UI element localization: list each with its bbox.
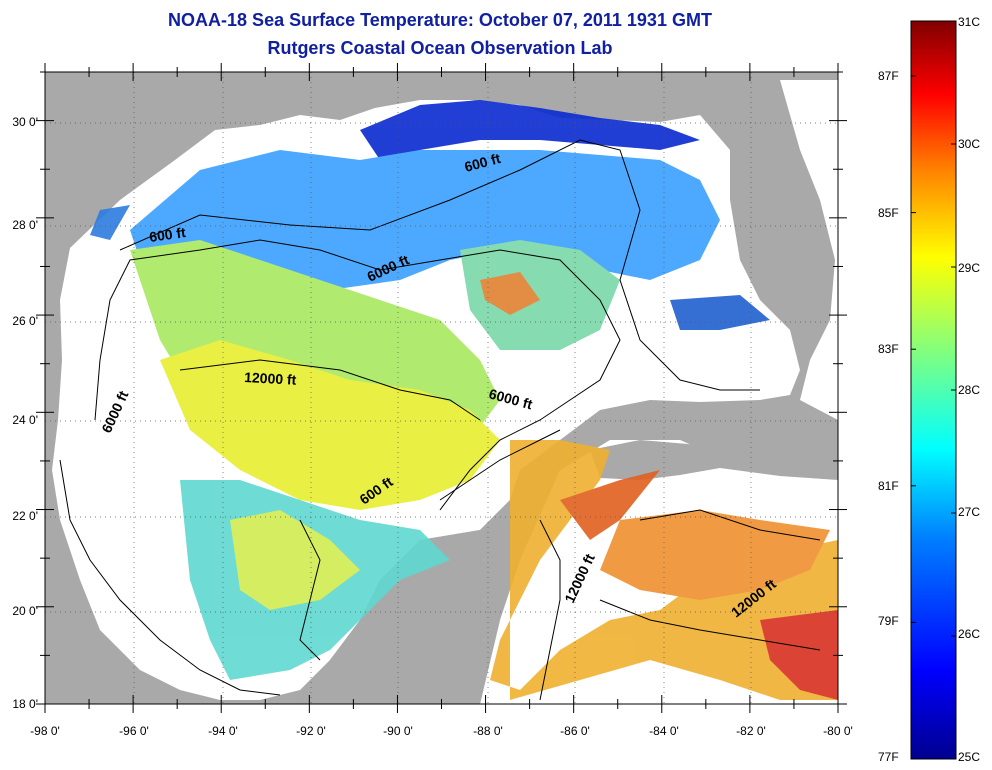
lon-label: -80 0' xyxy=(823,724,853,738)
lat-label: 24 0' xyxy=(12,413,38,427)
lat-label: 18 0' xyxy=(12,697,38,711)
colorbar-c-label: 30C xyxy=(958,137,981,151)
colorbar-f-label: 85F xyxy=(878,206,899,220)
colorbar-c-label: 31C xyxy=(958,15,981,29)
colorbar-f-label: 79F xyxy=(878,614,899,628)
yucatan xyxy=(300,470,540,704)
colorbar-c-label: 26C xyxy=(958,627,981,641)
colorbar-f-label: 81F xyxy=(878,479,899,493)
colorbar-f-label: 83F xyxy=(878,342,899,356)
lon-label: -84 0' xyxy=(649,724,679,738)
lat-label: 30 0' xyxy=(12,115,38,129)
map-title: NOAA-18 Sea Surface Temperature: October… xyxy=(168,10,712,30)
lat-label: 20 0' xyxy=(12,604,38,618)
colorbar-f-label: 77F xyxy=(878,750,899,764)
axis-ticks xyxy=(36,63,847,713)
lon-label: -96 0' xyxy=(119,724,149,738)
lon-label: -86 0' xyxy=(560,724,590,738)
colorbar-c-label: 29C xyxy=(958,261,981,275)
lat-label: 26 0' xyxy=(12,314,38,328)
colorbar-c-label: 25C xyxy=(958,750,981,764)
lon-label: -92 0' xyxy=(296,724,326,738)
lat-lon-grid xyxy=(45,72,838,704)
lon-label: -94 0' xyxy=(208,724,238,738)
cuba xyxy=(590,440,838,480)
colorbar-c-label: 28C xyxy=(958,383,981,397)
atlantic-water xyxy=(780,80,838,420)
lon-label: -90 0' xyxy=(383,724,413,738)
colorbar-ticks xyxy=(911,20,956,760)
lat-label: 22 0' xyxy=(12,509,38,523)
lat-label: 28 0' xyxy=(12,218,38,232)
colorbar-c-label: 27C xyxy=(958,505,981,519)
map-subtitle: Rutgers Coastal Ocean Observation Lab xyxy=(267,38,613,58)
contour-label: 12000 ft xyxy=(244,369,297,388)
colorbar-f-label: 87F xyxy=(878,69,899,83)
lon-label: -88 0' xyxy=(473,724,503,738)
bathymetry-contours xyxy=(59,139,821,701)
lon-label: -82 0' xyxy=(736,724,766,738)
lon-label: -98 0' xyxy=(30,724,60,738)
colorbar xyxy=(910,20,957,760)
contour-label: 600 ft xyxy=(148,224,187,245)
